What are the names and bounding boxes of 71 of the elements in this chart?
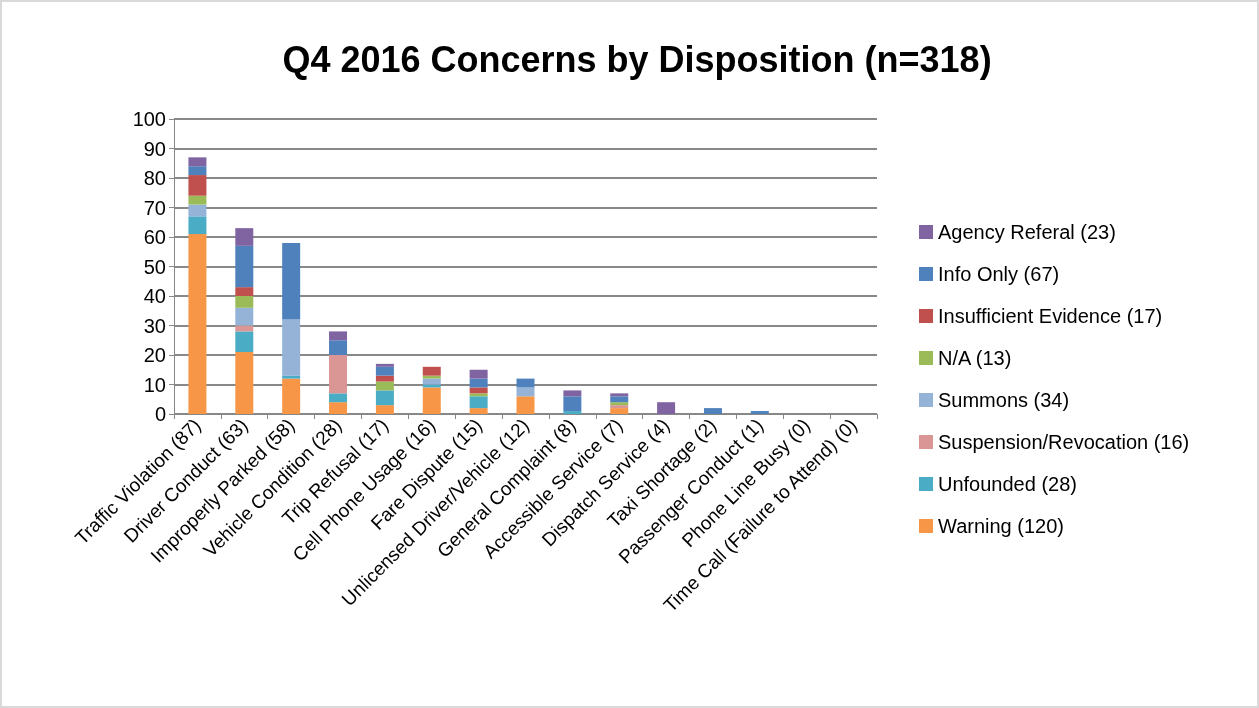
y-tick-label: 100 <box>132 108 166 130</box>
bar <box>282 375 301 379</box>
bar <box>422 375 441 379</box>
bar <box>375 366 394 376</box>
bar <box>469 369 488 379</box>
bar <box>188 204 207 217</box>
bar <box>329 355 348 394</box>
bar <box>610 393 629 397</box>
legend-label: Insufficient Evidence (17) <box>938 305 1163 327</box>
bar <box>375 390 394 406</box>
legend-label: Unfounded (28) <box>938 473 1077 495</box>
bar <box>469 378 488 388</box>
bar <box>375 375 394 382</box>
bar <box>563 396 582 412</box>
y-tick-label: 90 <box>143 137 166 160</box>
y-tick-label: 50 <box>143 255 166 278</box>
chart-title: Q4 2016 Concerns by Disposition (n=318) <box>282 38 992 80</box>
bar <box>469 387 488 394</box>
y-tick-label: 70 <box>143 196 166 219</box>
bar <box>422 366 441 376</box>
bar <box>422 378 441 385</box>
legend-label: Info Only (67) <box>938 263 1060 285</box>
y-tick-label: 40 <box>143 285 166 307</box>
legend-label: Agency Referal (23) <box>938 221 1116 243</box>
bar <box>329 393 348 403</box>
bar <box>282 242 301 320</box>
legend-label: Suspension/Revocation (16) <box>938 431 1190 453</box>
bar <box>235 307 254 326</box>
bar <box>329 402 348 414</box>
bar <box>188 175 207 196</box>
bar <box>610 396 629 403</box>
legend-label: Warning (120) <box>938 515 1064 537</box>
y-tick-label: 20 <box>143 344 166 366</box>
bar <box>235 245 254 288</box>
bar <box>235 331 254 353</box>
bar <box>188 195 207 205</box>
bar <box>235 287 254 296</box>
bar <box>610 408 629 414</box>
legend-label: N/A (13) <box>938 347 1012 369</box>
bar <box>469 396 488 409</box>
bar <box>329 340 348 355</box>
bar <box>188 216 207 235</box>
y-tick-label: 80 <box>143 167 166 189</box>
bar <box>516 387 535 397</box>
bar <box>469 408 488 414</box>
bar <box>703 408 722 414</box>
bar <box>469 393 488 397</box>
bar <box>282 378 301 414</box>
bar <box>188 234 207 414</box>
bar <box>422 387 441 414</box>
bar <box>188 157 207 167</box>
bar <box>657 402 676 414</box>
bar <box>750 411 769 414</box>
bar <box>235 228 254 246</box>
bar <box>375 363 394 367</box>
y-tick-label: 30 <box>143 314 166 337</box>
bar <box>375 405 394 414</box>
bar <box>188 166 207 176</box>
bar <box>563 390 582 397</box>
bar <box>235 296 254 308</box>
bar <box>235 352 254 414</box>
y-tick-label: 0 <box>154 403 166 425</box>
bar <box>516 396 535 414</box>
bar <box>375 381 394 391</box>
bar <box>563 411 582 414</box>
bar <box>516 378 535 388</box>
bar <box>282 319 301 376</box>
legend-label: Summons (34) <box>938 389 1070 411</box>
bar <box>329 331 348 341</box>
y-tick-label: 10 <box>143 373 166 396</box>
y-tick-label: 60 <box>143 226 166 248</box>
